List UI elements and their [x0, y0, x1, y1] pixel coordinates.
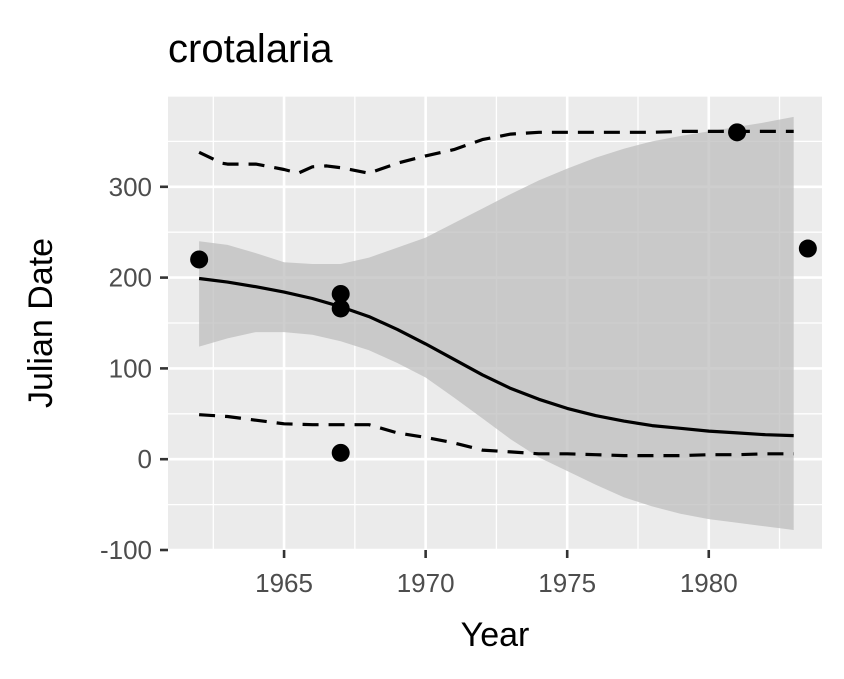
upper-quantile-line — [198, 129, 794, 175]
data-point — [190, 250, 209, 269]
data-point — [331, 284, 350, 303]
data-point — [331, 443, 350, 462]
y-axis: -100 0 100 200 300 — [100, 172, 168, 565]
y-tick-label: 0 — [138, 444, 152, 474]
confidence-ribbon — [199, 116, 794, 531]
points-layer — [190, 123, 817, 462]
x-tick-label: 1975 — [538, 568, 596, 598]
y-tick-label: 300 — [109, 172, 152, 202]
x-tick-label: 1965 — [255, 568, 313, 598]
lines-layer — [198, 129, 794, 458]
ribbon-layer — [199, 116, 794, 531]
y-tick-label: 100 — [109, 353, 152, 383]
fit-line — [198, 276, 794, 438]
data-point — [798, 239, 817, 258]
data-point — [728, 123, 747, 142]
y-tick-label: 200 — [109, 263, 152, 293]
data-point — [331, 299, 350, 318]
chart-title: crotalaria — [168, 27, 333, 71]
y-axis-title: Julian Date — [22, 238, 60, 408]
x-axis: 1965 1970 1975 1980 — [255, 550, 738, 598]
y-tick-label: -100 — [100, 535, 152, 565]
x-tick-label: 1980 — [680, 568, 738, 598]
x-tick-label: 1970 — [397, 568, 455, 598]
x-axis-title: Year — [461, 616, 530, 654]
lower-quantile-line — [198, 413, 794, 458]
